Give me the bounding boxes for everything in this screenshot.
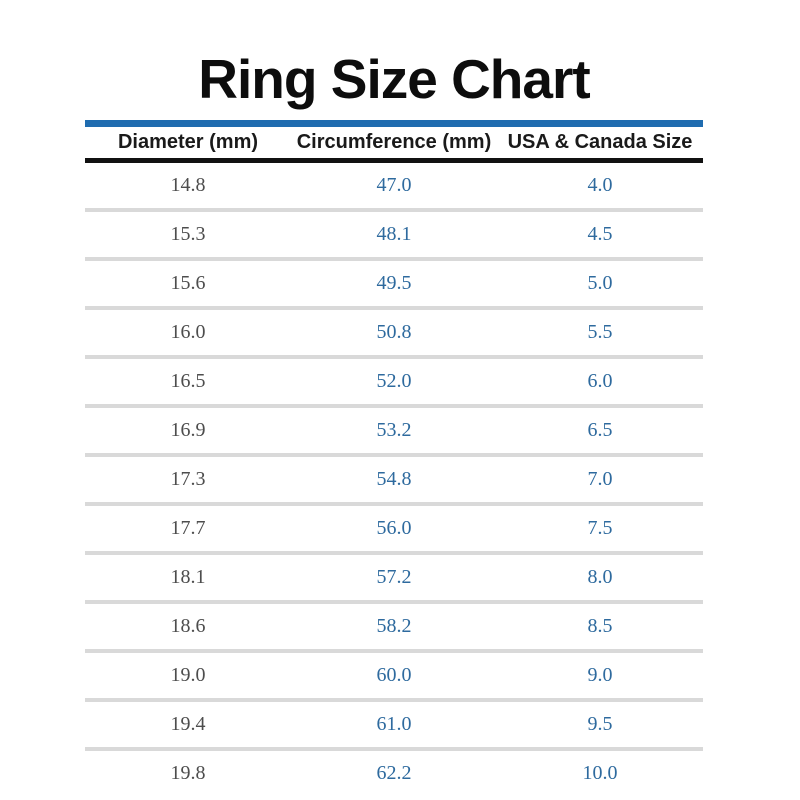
- diameter-cell: 15.3: [170, 223, 206, 245]
- size-cell: 7.5: [587, 517, 613, 539]
- table-row: 17.3 54.8 7.0: [85, 457, 703, 506]
- diameter-cell: 15.6: [170, 272, 206, 294]
- circumference-cell: 58.2: [376, 615, 412, 637]
- table-row: 19.4 61.0 9.5: [85, 702, 703, 751]
- header-separator-rule: [85, 158, 703, 163]
- size-cell: 9.5: [587, 713, 613, 735]
- size-cell: 8.0: [587, 566, 613, 588]
- diameter-cell: 19.4: [170, 713, 206, 735]
- table-header-row: Diameter (mm) Circumference (mm) USA & C…: [85, 127, 703, 158]
- table-row: 18.6 58.2 8.5: [85, 604, 703, 653]
- page-title: Ring Size Chart: [198, 48, 590, 110]
- diameter-cell: 14.8: [170, 174, 206, 196]
- column-header-usa-canada-size: USA & Canada Size: [507, 131, 693, 153]
- diameter-cell: 19.8: [170, 762, 206, 784]
- table-row: 16.0 50.8 5.5: [85, 310, 703, 359]
- size-cell: 8.5: [587, 615, 613, 637]
- table-row: 16.9 53.2 6.5: [85, 408, 703, 457]
- table-row: 18.1 57.2 8.0: [85, 555, 703, 604]
- circumference-cell: 47.0: [376, 174, 412, 196]
- diameter-cell: 16.0: [170, 321, 206, 343]
- table-row: 19.0 60.0 9.0: [85, 653, 703, 702]
- circumference-cell: 52.0: [376, 370, 412, 392]
- size-cell: 4.5: [587, 223, 613, 245]
- table-row: 19.8 62.2 10.0: [85, 751, 703, 796]
- size-cell: 9.0: [587, 664, 613, 686]
- diameter-cell: 17.3: [170, 468, 206, 490]
- circumference-cell: 60.0: [376, 664, 412, 686]
- diameter-cell: 18.1: [170, 566, 206, 588]
- table-body: 14.8 47.0 4.0 15.3 48.1 4.5 15.6 49.5 5.0 16.0 50.…: [85, 163, 703, 796]
- column-header-circumference: Circumference (mm): [296, 131, 492, 153]
- circumference-cell: 62.2: [376, 762, 412, 784]
- size-cell: 4.0: [587, 174, 613, 196]
- chart-container: Ring Size Chart Diameter (mm) Circumfere…: [85, 48, 703, 796]
- table-row: 15.6 49.5 5.0: [85, 261, 703, 310]
- circumference-cell: 56.0: [376, 517, 412, 539]
- table-row: 14.8 47.0 4.0: [85, 163, 703, 212]
- circumference-cell: 50.8: [376, 321, 412, 343]
- column-header-diameter: Diameter (mm): [117, 131, 259, 153]
- title-accent-rule: [85, 120, 703, 127]
- diameter-cell: 16.9: [170, 419, 206, 441]
- diameter-cell: 17.7: [170, 517, 206, 539]
- size-cell: 7.0: [587, 468, 613, 490]
- diameter-cell: 19.0: [170, 664, 206, 686]
- size-cell: 5.0: [587, 272, 613, 294]
- size-cell: 6.5: [587, 419, 613, 441]
- circumference-cell: 48.1: [376, 223, 412, 245]
- circumference-cell: 49.5: [376, 272, 412, 294]
- table-row: 16.5 52.0 6.0: [85, 359, 703, 408]
- circumference-cell: 53.2: [376, 419, 412, 441]
- circumference-cell: 54.8: [376, 468, 412, 490]
- diameter-cell: 16.5: [170, 370, 206, 392]
- table-row: 15.3 48.1 4.5: [85, 212, 703, 261]
- circumference-cell: 57.2: [376, 566, 412, 588]
- table-row: 17.7 56.0 7.5: [85, 506, 703, 555]
- size-cell: 6.0: [587, 370, 613, 392]
- diameter-cell: 18.6: [170, 615, 206, 637]
- circumference-cell: 61.0: [376, 713, 412, 735]
- size-cell: 10.0: [582, 762, 618, 784]
- size-cell: 5.5: [587, 321, 613, 343]
